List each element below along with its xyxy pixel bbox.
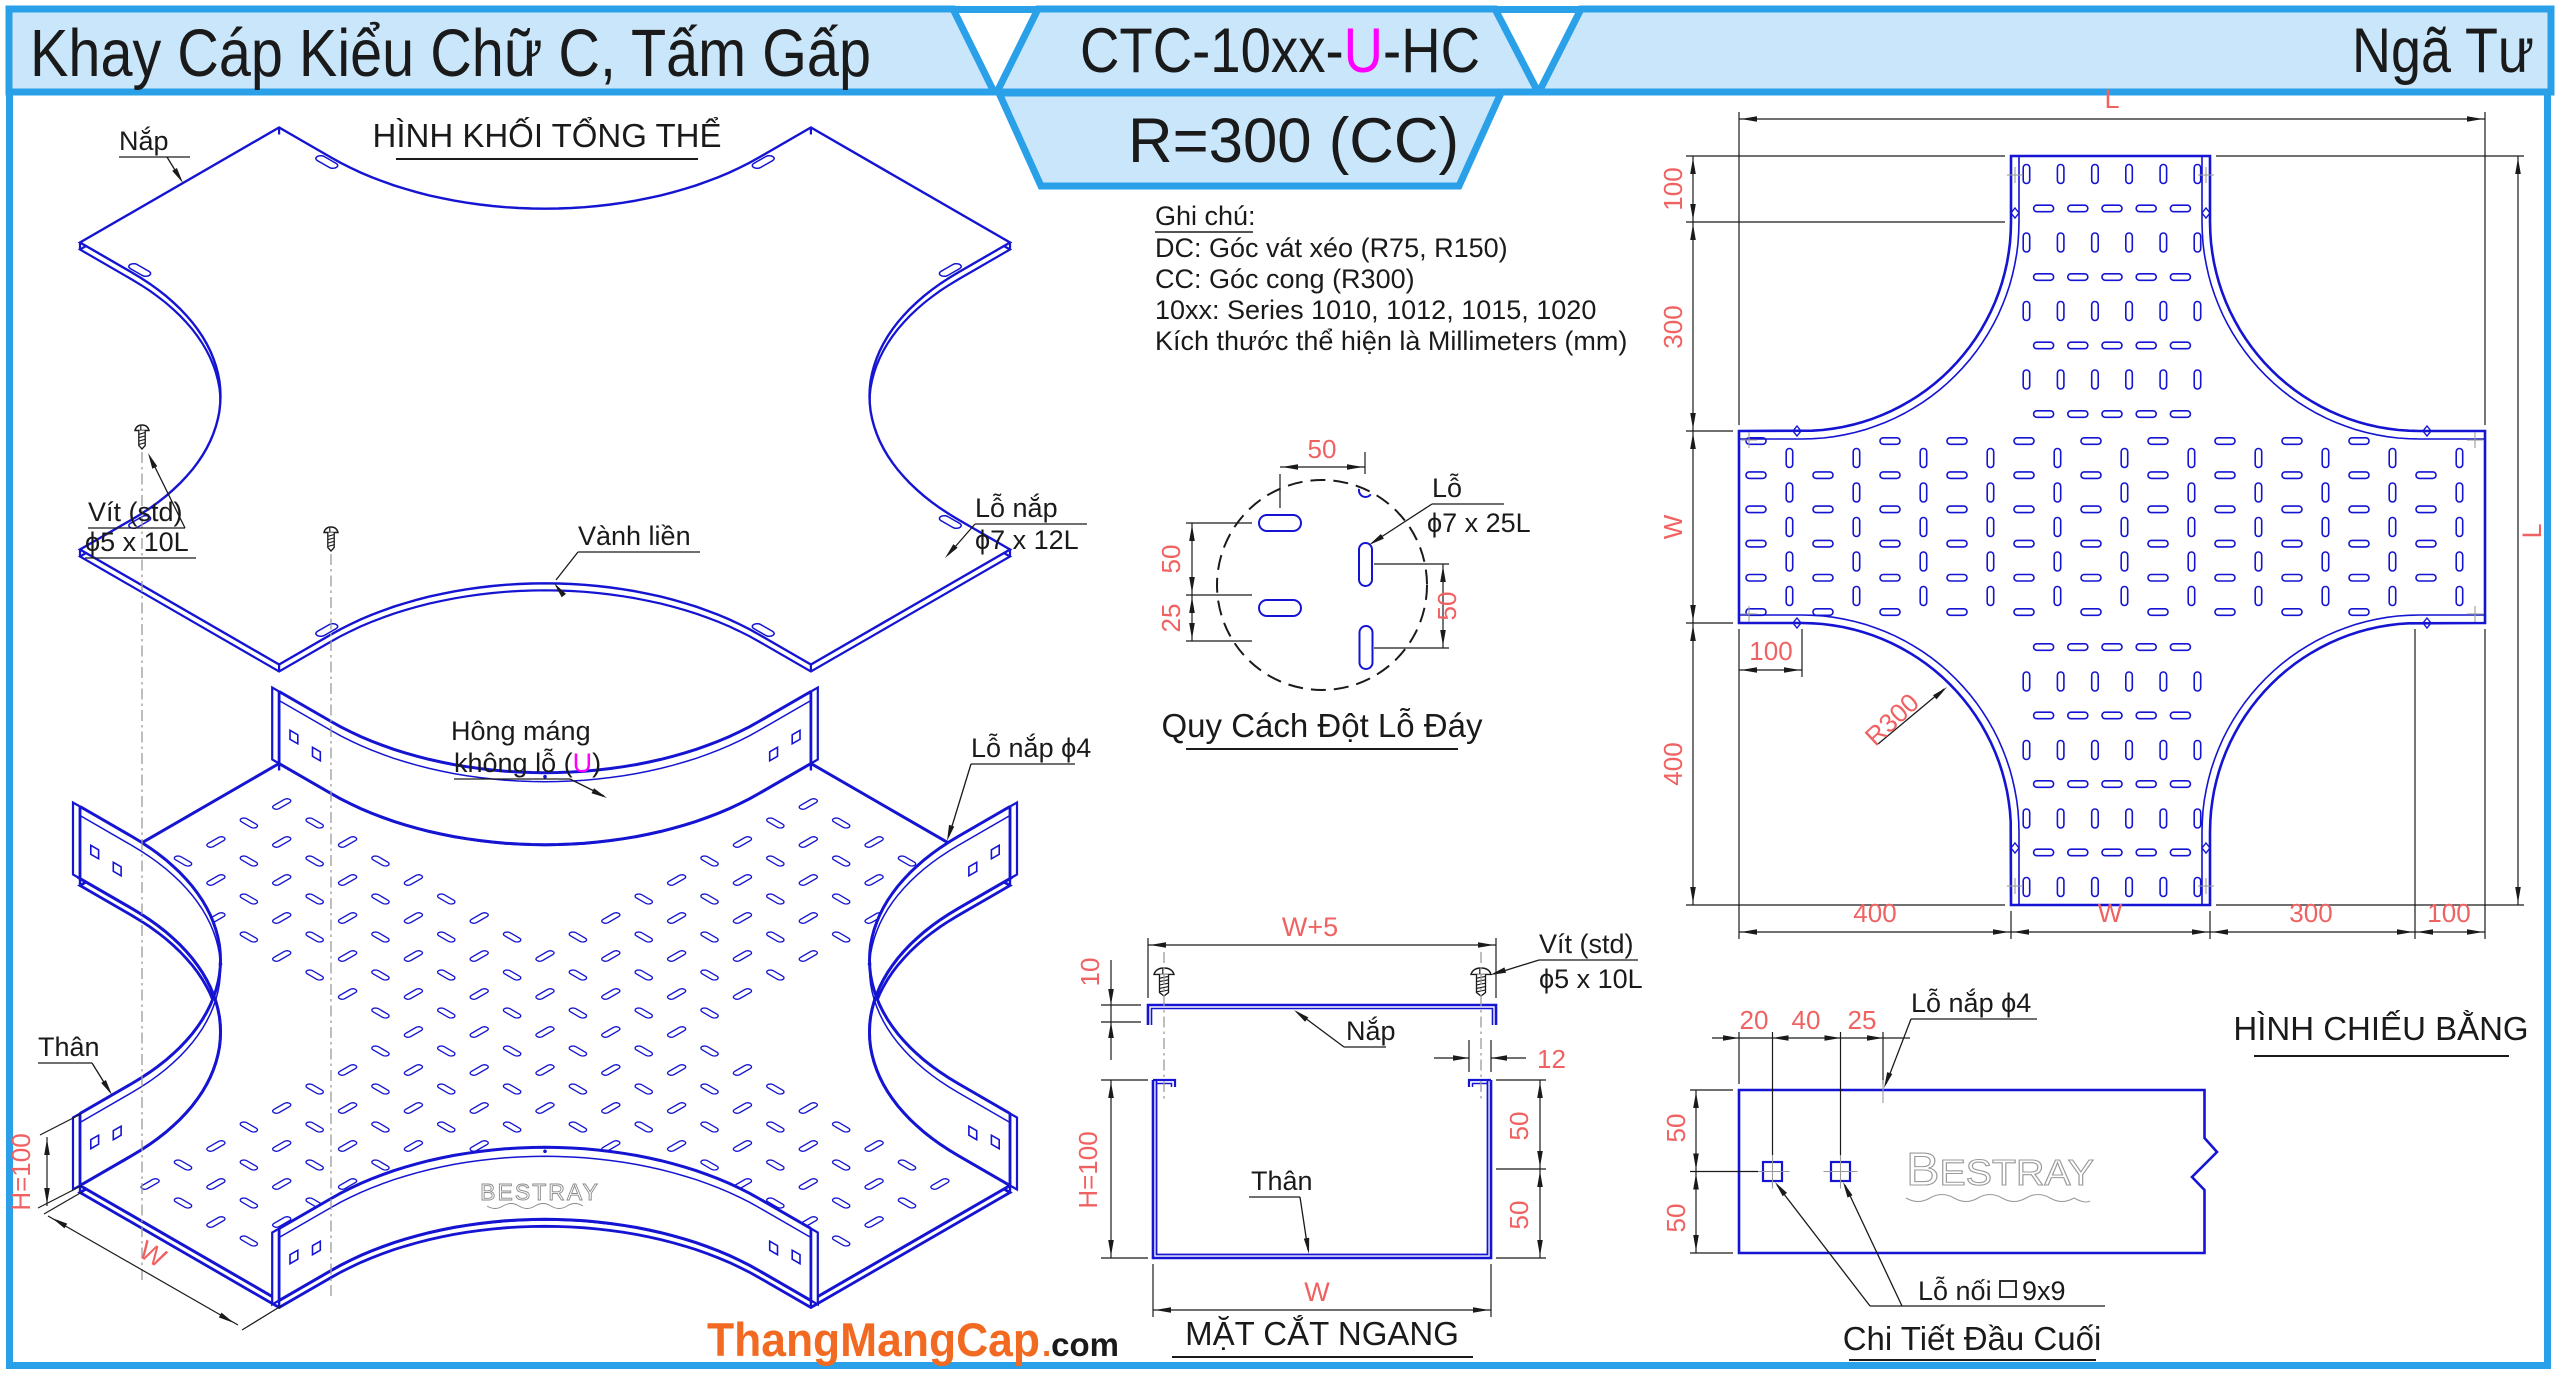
svg-text:25: 25	[1848, 1005, 1877, 1035]
svg-text:MẶT CẮT NGANG: MẶT CẮT NGANG	[1185, 1315, 1459, 1352]
svg-text:BESTRAY: BESTRAY	[480, 1179, 600, 1205]
svg-text:HÌNH KHỐI TỔNG THỂ: HÌNH KHỐI TỔNG THỂ	[373, 116, 722, 154]
svg-text:HÌNH CHIẾU BẰNG: HÌNH CHIẾU BẰNG	[2233, 1010, 2528, 1047]
svg-text:CTC-10xx-U-HC: CTC-10xx-U-HC	[1080, 16, 1480, 86]
svg-text:Ghi chú:: Ghi chú:	[1155, 201, 1256, 231]
svg-text:Nắp: Nắp	[119, 125, 169, 156]
svg-text:50: 50	[1156, 545, 1186, 574]
svg-text:ThangMangCap: ThangMangCap	[707, 1313, 1040, 1366]
svg-text:W: W	[1304, 1277, 1330, 1307]
svg-text:100: 100	[1749, 636, 1792, 666]
svg-text:.com: .com	[1042, 1326, 1119, 1363]
svg-text:20: 20	[1740, 1005, 1769, 1035]
svg-text:100: 100	[1658, 167, 1688, 210]
svg-text:9x9: 9x9	[2022, 1276, 2066, 1306]
svg-text:ϕ5 x 10L: ϕ5 x 10L	[85, 527, 189, 557]
svg-text:Ngã Tư: Ngã Tư	[2352, 16, 2534, 86]
svg-text:50: 50	[1504, 1112, 1534, 1141]
svg-text:L: L	[2517, 523, 2547, 538]
svg-text:R=300 (CC): R=300 (CC)	[1128, 106, 1459, 176]
svg-text:Nắp: Nắp	[1346, 1015, 1396, 1046]
svg-text:Vít (std): Vít (std)	[88, 497, 183, 527]
svg-text:25: 25	[1156, 604, 1186, 633]
svg-text:300: 300	[2289, 898, 2332, 928]
svg-text:Vành liền: Vành liền	[578, 521, 691, 551]
svg-text:H=100: H=100	[1073, 1131, 1103, 1208]
svg-text:W: W	[1658, 514, 1688, 539]
svg-text:không lỗ (U): không lỗ (U)	[454, 747, 601, 778]
svg-text:50: 50	[1661, 1114, 1691, 1143]
svg-text:10xx: Series 1010, 1012, 1015,: 10xx: Series 1010, 1012, 1015, 1020	[1155, 295, 1596, 325]
svg-text:ϕ7 x 25L: ϕ7 x 25L	[1427, 508, 1531, 538]
svg-text:Lỗ nắp ϕ4: Lỗ nắp ϕ4	[971, 732, 1091, 763]
svg-text:Lỗ nắp ϕ4: Lỗ nắp ϕ4	[1911, 987, 2031, 1018]
svg-text:50: 50	[1661, 1204, 1691, 1233]
svg-text:Lỗ nối: Lỗ nối	[1918, 1275, 1992, 1306]
svg-text:ϕ5 x 10L: ϕ5 x 10L	[1539, 964, 1643, 994]
svg-text:W+5: W+5	[1282, 912, 1338, 942]
svg-text:BESTRAY: BESTRAY	[1906, 1143, 2094, 1195]
svg-text:300: 300	[1658, 305, 1688, 348]
svg-text:Kích thước thể hiện là Millime: Kích thước thể hiện là Millimeters (mm)	[1155, 326, 1627, 356]
svg-text:ϕ7 x 12L: ϕ7 x 12L	[975, 525, 1079, 555]
svg-text:400: 400	[1658, 742, 1688, 785]
svg-text:L: L	[2104, 84, 2119, 114]
svg-text:DC: Góc vát xéo (R75, R150): DC: Góc vát xéo (R75, R150)	[1155, 233, 1508, 263]
svg-text:Hông máng: Hông máng	[451, 716, 591, 746]
svg-text:10: 10	[1075, 958, 1105, 987]
svg-text:50: 50	[1432, 592, 1462, 621]
svg-text:H=100: H=100	[6, 1133, 36, 1210]
svg-text:Vít (std): Vít (std)	[1539, 929, 1634, 959]
svg-text:50: 50	[1308, 434, 1337, 464]
svg-text:100: 100	[2427, 898, 2470, 928]
svg-text:W: W	[2098, 898, 2123, 928]
svg-text:12: 12	[1537, 1044, 1566, 1074]
svg-text:Chi Tiết Đầu Cuối: Chi Tiết Đầu Cuối	[1843, 1320, 2102, 1357]
svg-text:Quy Cách Đột Lỗ Đáy: Quy Cách Đột Lỗ Đáy	[1162, 707, 1483, 744]
svg-text:400: 400	[1853, 898, 1896, 928]
svg-text:CC: Góc cong (R300): CC: Góc cong (R300)	[1155, 264, 1415, 294]
svg-text:Thân: Thân	[38, 1032, 100, 1062]
svg-text:Thân: Thân	[1251, 1166, 1313, 1196]
svg-text:Lỗ nắp: Lỗ nắp	[975, 492, 1058, 523]
svg-text:Lỗ: Lỗ	[1432, 472, 1462, 503]
svg-text:50: 50	[1504, 1201, 1534, 1230]
svg-text:40: 40	[1792, 1005, 1821, 1035]
svg-text:Khay Cáp Kiểu Chữ C, Tấm Gấp: Khay Cáp Kiểu Chữ C, Tấm Gấp	[30, 16, 871, 91]
